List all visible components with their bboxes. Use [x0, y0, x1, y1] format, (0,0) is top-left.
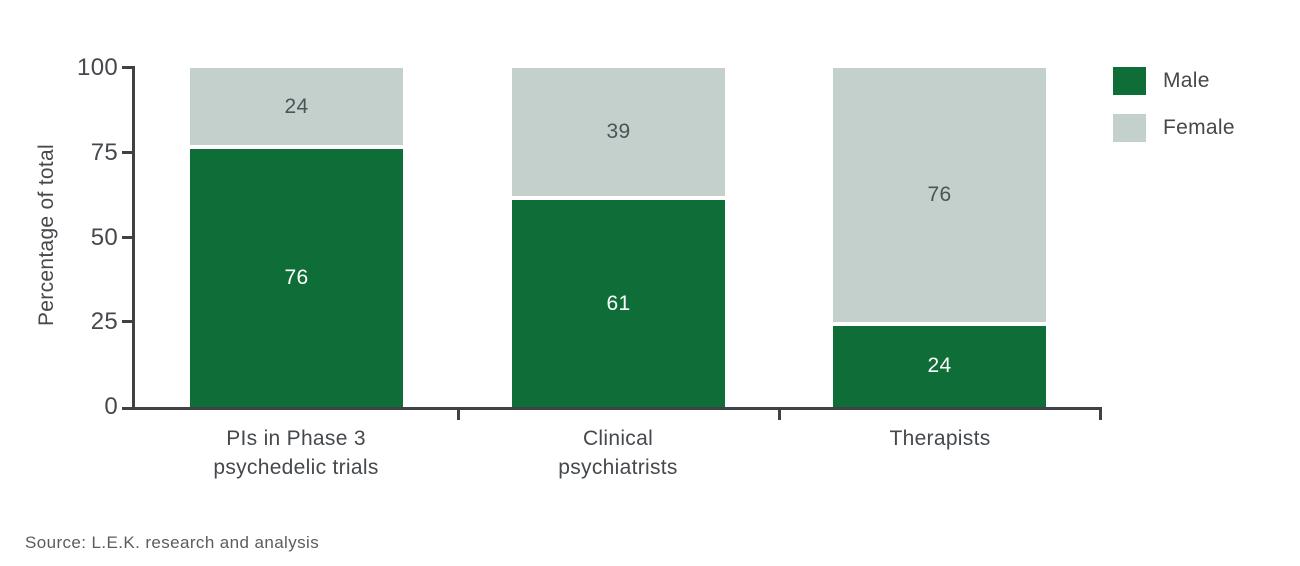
bar-value-label: 24 [927, 354, 952, 378]
bar-segment-male: 76 [190, 149, 403, 407]
bar-value-label: 76 [927, 182, 952, 206]
category-label-pis-phase3: PIs in Phase 3 psychedelic trials [213, 427, 379, 479]
y-axis-tick [122, 320, 132, 324]
bar-pis-phase3: 24 76 [190, 68, 403, 407]
bar-value-label: 76 [284, 266, 309, 290]
bar-therapists: 76 24 [833, 68, 1046, 407]
bar-clinical-psychiatrists: 39 61 [512, 68, 725, 407]
x-axis-tick [778, 407, 781, 420]
bar-segment-female: 39 [512, 68, 725, 201]
y-tick-label-0: 0 [104, 393, 118, 420]
male-swatch-icon [1113, 67, 1146, 95]
category-label-clinical-psychiatrists: Clinical psychiatrists [558, 427, 678, 479]
bar-segment-female: 24 [190, 68, 403, 150]
y-axis-line [132, 66, 135, 410]
legend: Male Female [1113, 67, 1235, 161]
y-tick-label-100: 100 [77, 54, 118, 81]
bar-segment-female: 76 [833, 68, 1046, 326]
y-axis-tick [122, 150, 132, 154]
x-axis-end-tick [1099, 407, 1102, 420]
legend-item-female: Female [1113, 114, 1235, 142]
bar-value-label: 24 [284, 94, 309, 118]
bar-segment-male: 24 [833, 325, 1046, 407]
y-tick-label-50: 50 [90, 224, 118, 251]
bar-segment-male: 61 [512, 200, 725, 407]
y-tick-label-75: 75 [90, 139, 118, 166]
x-axis-tick [457, 407, 460, 420]
female-swatch-icon [1113, 114, 1146, 142]
y-axis-tick [122, 66, 132, 69]
source-note: Source: L.E.K. research and analysis [25, 533, 320, 552]
legend-item-male: Male [1113, 67, 1235, 95]
bar-value-label: 61 [606, 291, 631, 315]
y-tick-label-25: 25 [90, 308, 118, 335]
legend-label-male: Male [1163, 69, 1210, 92]
x-axis-line [122, 407, 1102, 410]
bar-value-label: 39 [606, 120, 631, 144]
legend-label-female: Female [1163, 116, 1235, 139]
category-label-therapists: Therapists [889, 427, 991, 450]
plot-area: 24 76 39 61 76 24 [122, 66, 1102, 420]
y-axis-tick [122, 235, 132, 239]
